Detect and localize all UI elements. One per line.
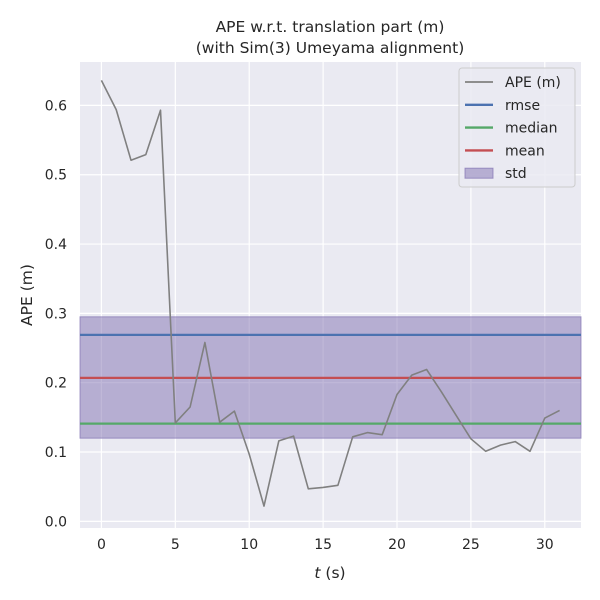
legend-item-std-label: std [505,166,527,182]
y-tick-label: 0.1 [45,445,67,461]
y-tick-label: 0.2 [45,376,67,392]
x-tick-label: 0 [97,537,106,553]
y-tick-label: 0.6 [45,98,67,114]
x-axis-label: t (s) [314,564,345,582]
y-axis-label: APE (m) [18,264,36,326]
chart-marks [79,80,582,507]
x-tick-label: 25 [462,537,480,553]
legend: APE (m) rmse median mean std [458,67,576,188]
x-tick-label: 5 [171,537,180,553]
chart-title-line-2: (with Sim(3) Umeyama alignment) [196,39,465,57]
legend-box [458,67,576,188]
y-tick-label: 0.0 [45,514,67,530]
x-tick-label: 30 [536,537,554,553]
y-tick-label: 0.4 [45,237,67,253]
legend-item-ape-label: APE (m) [505,75,561,91]
legend-item-rmse-label: rmse [505,98,540,114]
chart-title-line-1: APE w.r.t. translation part (m) [216,18,445,36]
legend-item-std-swatch [464,167,494,179]
x-tick-label: 10 [240,537,258,553]
ape-series-line [100,80,560,507]
y-tick-label: 0.3 [45,306,67,322]
y-tick-label: 0.5 [45,168,67,184]
legend-item-mean-label: mean [505,143,545,159]
x-tick-label: 20 [388,537,406,553]
x-tick-label: 15 [314,537,332,553]
ticks: 0 5 10 15 20 25 30 0.0 0.1 0.2 0.3 0.4 0.5 0.6 [45,98,554,553]
legend-item-median-label: median [505,121,557,137]
